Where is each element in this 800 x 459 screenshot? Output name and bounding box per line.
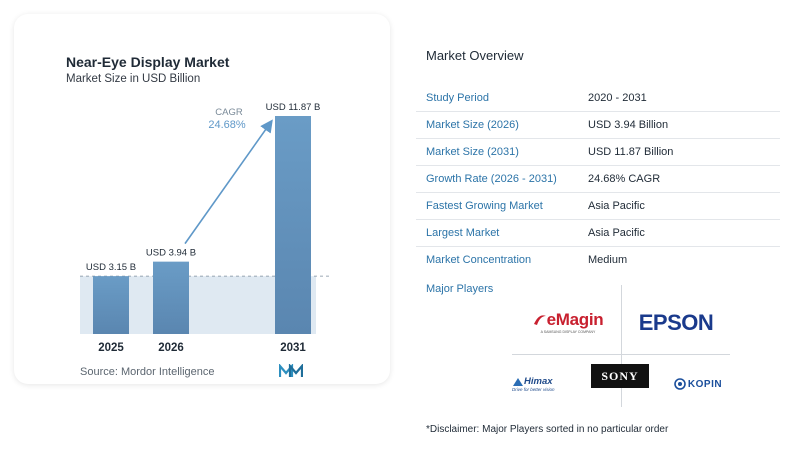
- sony-logo: SONY: [591, 364, 649, 388]
- overview-row-value: USD 11.87 Billion: [588, 146, 674, 158]
- overview-row: Growth Rate (2026 - 2031) 24.68% CAGR: [416, 165, 780, 192]
- bar-2031: [275, 116, 311, 334]
- sony-wordmark: SONY: [601, 368, 639, 383]
- overview-title: Market Overview: [426, 48, 524, 63]
- bar-2025: [93, 276, 129, 334]
- x-tick-label: 2031: [280, 342, 306, 354]
- emagin-subtext: A SAMSUNG DISPLAY COMPANY: [540, 330, 596, 334]
- overview-row: Fastest Growing Market Asia Pacific: [416, 192, 780, 219]
- overview-row-value: USD 3.94 Billion: [588, 119, 669, 131]
- chart-subtitle: Market Size in USD Billion: [66, 73, 201, 85]
- overview-table: Study Period 2020 - 2031 Market Size (2026…: [416, 84, 780, 273]
- epson-wordmark: EPSON: [638, 310, 714, 335]
- kopin-wordmark: KOPIN: [687, 378, 723, 390]
- overview-row-value: Medium: [588, 254, 628, 266]
- bar-chart: USD 3.15 B 2025 USD 3.94 B 2026 USD 11.87 B 2…: [80, 102, 330, 354]
- data-label: USD 3.15 B: [86, 262, 136, 273]
- source-note: Source: Mordor Intelligence: [80, 366, 215, 378]
- overview-row-value: 2020 - 2031: [588, 91, 647, 104]
- bar-2026: [153, 261, 189, 334]
- emagin-swoosh-icon: [533, 315, 546, 325]
- himax-wordmark: Himax: [524, 376, 553, 387]
- disclaimer-note: *Disclaimer: Major Players sorted in no …: [426, 424, 669, 435]
- overview-row-label: Market Size (2031): [426, 146, 519, 158]
- overview-row-label: Market Concentration: [426, 254, 532, 266]
- epson-logo: EPSON: [628, 306, 724, 340]
- overview-row: Market Concentration Medium: [416, 246, 780, 273]
- overview-row-value: Asia Pacific: [588, 200, 645, 212]
- overview-row-value: Asia Pacific: [588, 227, 645, 239]
- himax-mark-icon: [513, 377, 523, 386]
- cagr-value: 24.68%: [208, 119, 246, 131]
- overview-row-label: Study Period: [426, 91, 489, 104]
- cagr-arrow: [184, 119, 273, 245]
- x-tick-label: 2025: [98, 342, 124, 354]
- major-players-label: Major Players: [426, 283, 494, 295]
- overview-row: Largest Market Asia Pacific: [416, 219, 780, 246]
- overview-row-label: Fastest Growing Market: [426, 200, 543, 212]
- overview-row-label: Market Size (2026): [426, 119, 519, 131]
- overview-row: Market Size (2026) USD 3.94 Billion: [416, 111, 780, 138]
- data-label: USD 11.87 B: [266, 102, 321, 113]
- himax-logo: Himax Drive for better vision: [512, 368, 578, 400]
- overview-row-label: Growth Rate (2026 - 2031): [426, 173, 557, 185]
- x-tick-label: 2026: [158, 342, 184, 354]
- chart-title: Near-Eye Display Market: [66, 54, 230, 70]
- overview-row-value: 24.68% CAGR: [588, 173, 661, 185]
- overview-row-label: Largest Market: [426, 227, 500, 239]
- emagin-logo: eMagin A SAMSUNG DISPLAY COMPANY: [520, 306, 616, 338]
- kopin-logo: KOPIN: [668, 374, 728, 394]
- himax-tagline: Drive for better vision: [512, 387, 555, 392]
- players-divider-vertical: [621, 285, 622, 407]
- data-label: USD 3.94 B: [146, 248, 196, 259]
- emagin-wordmark: eMagin: [546, 310, 604, 329]
- overview-row: Market Size (2031) USD 11.87 Billion: [416, 138, 780, 165]
- players-divider-horizontal: [512, 354, 730, 355]
- kopin-mark-icon: [674, 378, 686, 390]
- mordor-logo-icon: [279, 364, 303, 377]
- cagr-label: CAGR: [215, 107, 243, 118]
- overview-row: Study Period 2020 - 2031: [416, 84, 780, 111]
